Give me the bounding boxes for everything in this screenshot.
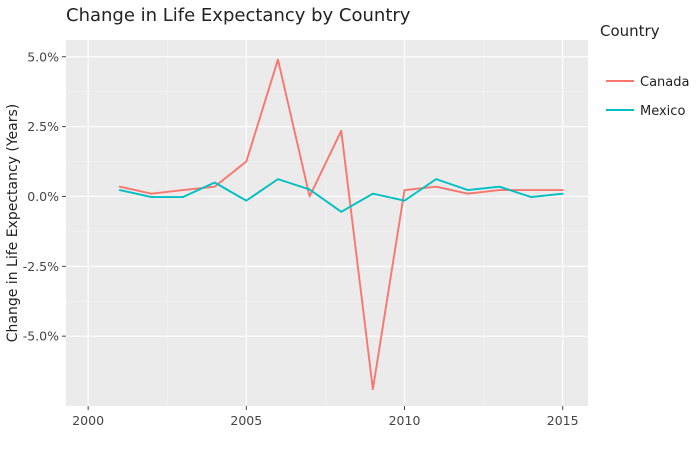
x-axis-ticks: 2000 2005 2010 2015 <box>72 406 579 428</box>
x-tick-label: 2015 <box>547 413 579 428</box>
series-line-mexico <box>118 178 564 213</box>
legend-title: Country <box>600 22 660 40</box>
x-tick-label: 2000 <box>72 413 104 428</box>
y-axis-title: Change in Life Expectancy (Years) <box>5 104 21 343</box>
legend-label-canada: Canada <box>640 75 689 90</box>
y-tick-label: 2.5% <box>27 119 59 134</box>
y-tick-label: 5.0% <box>27 49 59 64</box>
series-line-canada <box>118 58 564 391</box>
x-tick-label: 2005 <box>230 413 262 428</box>
y-tick-label: -2.5% <box>23 259 59 274</box>
chart-title: Change in Life Expectancy by Country <box>66 5 411 26</box>
legend-label-mexico: Mexico <box>640 104 685 119</box>
y-tick-label: -5.0% <box>23 329 59 344</box>
y-tick-label: 0.0% <box>27 189 59 204</box>
legend: Country Canada Mexico <box>600 22 689 119</box>
x-tick-label: 2010 <box>389 413 421 428</box>
series-lines <box>118 58 564 391</box>
y-axis-ticks: -5.0% -2.5% 0.0% 2.5% 5.0% <box>23 49 66 344</box>
plot-panel <box>66 40 588 406</box>
